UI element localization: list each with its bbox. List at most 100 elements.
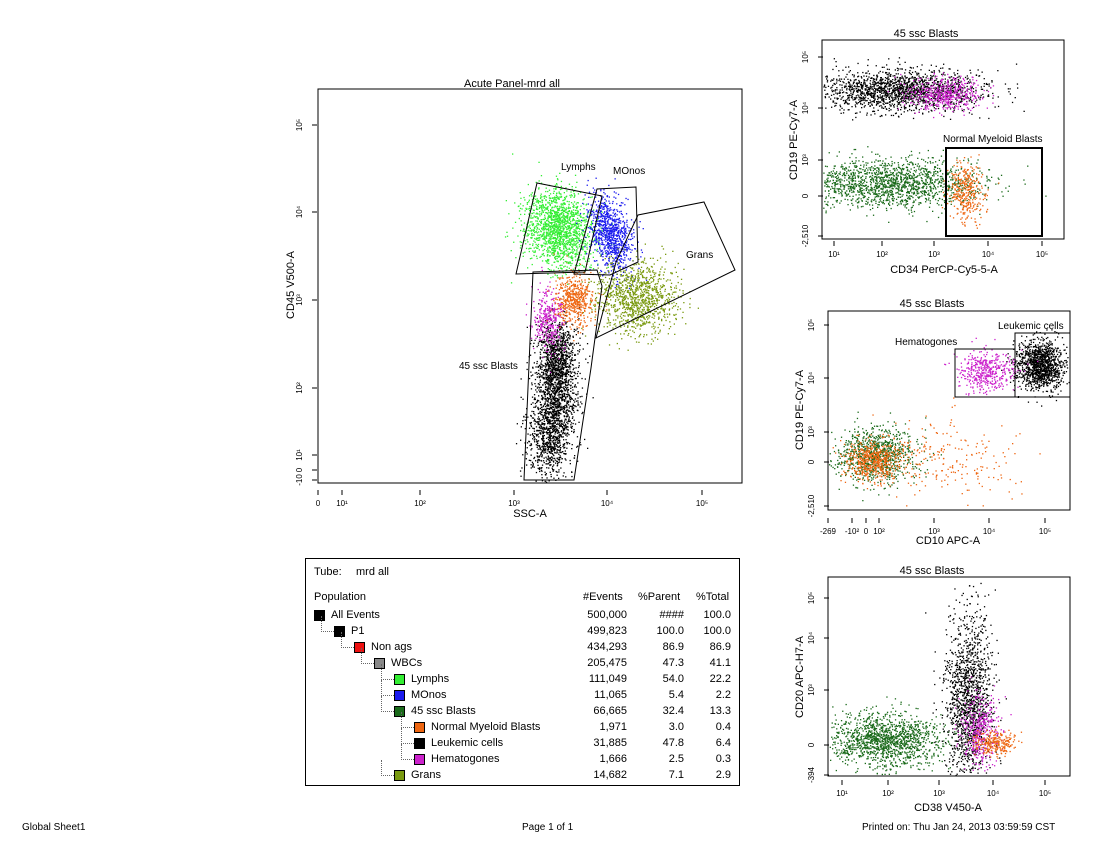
event-dot bbox=[601, 230, 603, 232]
event-dot bbox=[556, 430, 558, 432]
event-dot bbox=[562, 426, 564, 428]
event-dot bbox=[547, 428, 549, 430]
event-dot bbox=[573, 399, 575, 401]
event-dot bbox=[636, 307, 638, 309]
event-dot bbox=[565, 243, 567, 245]
event-dot bbox=[575, 225, 578, 227]
event-dot bbox=[623, 229, 625, 231]
event-dot bbox=[617, 221, 619, 224]
event-dot bbox=[571, 354, 573, 356]
event-dot bbox=[548, 374, 550, 377]
event-dot bbox=[552, 254, 554, 256]
event-dot bbox=[651, 287, 653, 289]
event-dot bbox=[547, 401, 549, 403]
event-dot bbox=[582, 220, 584, 222]
event-dot bbox=[615, 256, 617, 258]
event-dot bbox=[560, 205, 563, 207]
event-dot bbox=[545, 417, 548, 419]
event-dot bbox=[607, 318, 609, 321]
event-dot bbox=[615, 219, 617, 221]
event-dot bbox=[541, 419, 543, 421]
event-dot bbox=[659, 290, 661, 293]
event-dot bbox=[614, 238, 616, 240]
event-dot bbox=[580, 254, 582, 256]
event-dot bbox=[568, 267, 570, 269]
event-dot bbox=[616, 218, 618, 220]
event-dot bbox=[550, 234, 552, 236]
event-dot bbox=[589, 240, 591, 242]
event-dot bbox=[621, 235, 624, 237]
event-dot bbox=[556, 471, 558, 473]
event-dot bbox=[609, 324, 611, 326]
event-dot bbox=[644, 302, 646, 304]
event-dot bbox=[638, 273, 640, 275]
event-dot bbox=[541, 376, 543, 378]
event-dot bbox=[541, 201, 543, 204]
event-dot bbox=[553, 224, 555, 226]
event-dot bbox=[537, 213, 539, 215]
event-dot bbox=[546, 443, 548, 445]
event-dot bbox=[578, 219, 580, 221]
event-dot bbox=[579, 220, 581, 222]
event-dot bbox=[541, 432, 544, 434]
event-dot bbox=[624, 234, 626, 236]
event-dot bbox=[560, 380, 563, 382]
event-dot bbox=[535, 213, 537, 215]
event-dot bbox=[547, 455, 549, 457]
event-dot bbox=[554, 445, 556, 447]
event-dot bbox=[536, 401, 538, 404]
event-dot bbox=[527, 225, 529, 227]
event-dot bbox=[594, 305, 597, 307]
event-dot bbox=[555, 445, 558, 447]
event-dot bbox=[654, 332, 656, 334]
event-dot bbox=[568, 206, 570, 208]
event-dot bbox=[565, 434, 567, 436]
event-dot bbox=[545, 409, 547, 411]
event-dot bbox=[573, 344, 575, 346]
event-dot bbox=[557, 211, 559, 213]
event-dot bbox=[658, 318, 660, 320]
event-dot bbox=[661, 318, 663, 321]
event-dot bbox=[633, 321, 635, 323]
event-dot bbox=[647, 301, 649, 303]
event-dot bbox=[546, 467, 548, 469]
event-dot bbox=[609, 234, 611, 236]
event-dot bbox=[551, 235, 553, 237]
event-dot bbox=[548, 405, 550, 407]
event-dot bbox=[580, 205, 582, 207]
event-dot bbox=[566, 447, 568, 449]
event-dot bbox=[608, 218, 610, 220]
event-dot bbox=[646, 271, 648, 274]
event-dot bbox=[590, 214, 592, 217]
event-dot bbox=[551, 202, 553, 204]
event-dot bbox=[557, 435, 559, 437]
event-dot bbox=[552, 437, 554, 439]
event-dot bbox=[535, 238, 537, 240]
event-dot bbox=[550, 476, 552, 478]
event-dot bbox=[583, 266, 585, 268]
event-dot bbox=[566, 235, 568, 237]
event-dot bbox=[621, 296, 623, 298]
event-dot bbox=[547, 247, 549, 249]
event-dot bbox=[563, 443, 565, 446]
event-dot bbox=[579, 372, 581, 375]
event-dot bbox=[550, 390, 552, 392]
event-dot bbox=[533, 457, 535, 460]
event-dot bbox=[562, 215, 565, 217]
event-dot bbox=[605, 224, 608, 226]
event-dot bbox=[584, 291, 587, 293]
event-dot bbox=[548, 432, 550, 434]
event-dot bbox=[619, 255, 621, 257]
event-dot bbox=[638, 267, 640, 269]
event-dot bbox=[554, 413, 556, 415]
event-dot bbox=[562, 383, 564, 385]
event-dot bbox=[563, 382, 565, 384]
event-dot bbox=[566, 266, 568, 268]
event-dot bbox=[656, 259, 659, 261]
event-dot bbox=[605, 244, 607, 246]
event-dot bbox=[535, 426, 538, 428]
event-dot bbox=[606, 229, 608, 231]
event-dot bbox=[569, 242, 572, 244]
event-dot bbox=[650, 265, 653, 268]
event-dot bbox=[632, 279, 634, 282]
